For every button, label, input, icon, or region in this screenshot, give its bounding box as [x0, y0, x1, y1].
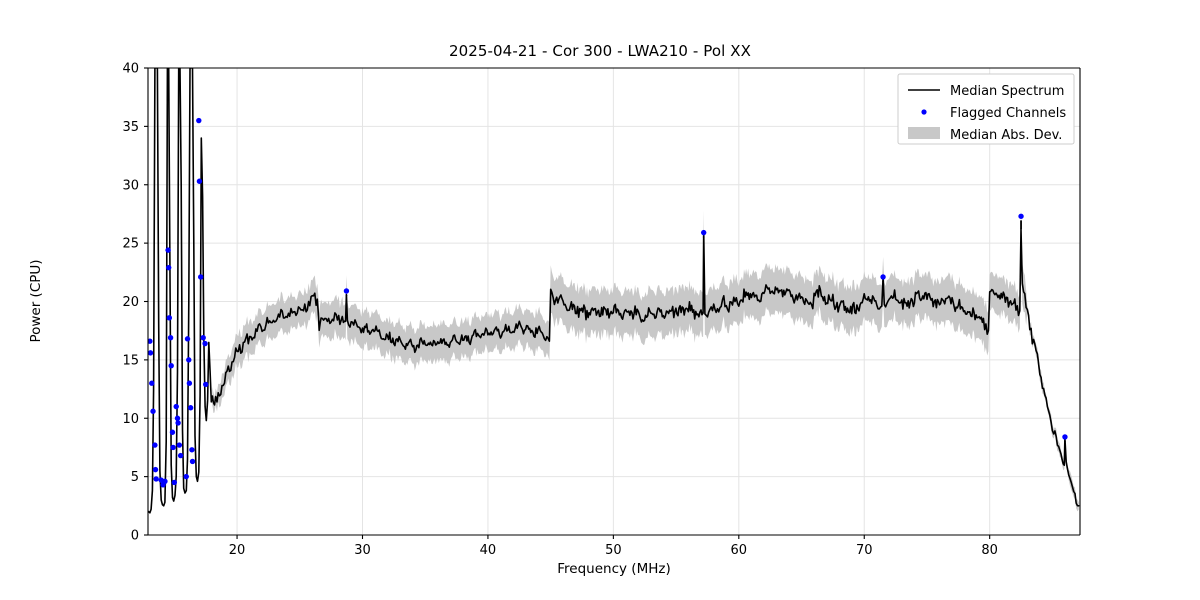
- median-abs-dev-band: [212, 208, 1079, 512]
- legend-swatch-flagged-channels: [921, 109, 927, 115]
- flagged-channel-point[interactable]: [165, 264, 172, 271]
- x-tick-label: 70: [856, 543, 873, 558]
- flagged-channel-point[interactable]: [165, 247, 171, 253]
- y-tick-label: 40: [122, 62, 139, 77]
- y-tick-label: 30: [122, 178, 139, 193]
- median-spectrum-line: [148, 68, 1080, 514]
- flagged-channel-point[interactable]: [203, 381, 209, 388]
- y-axis-title: Power (CPU): [28, 259, 44, 342]
- flagged-channel-point[interactable]: [183, 473, 189, 480]
- x-axis-title: Frequency (MHz): [557, 561, 670, 577]
- flagged-channel-point[interactable]: [168, 363, 174, 369]
- y-tick-label: 35: [122, 120, 139, 135]
- flagged-channel-point[interactable]: [700, 229, 707, 236]
- flagged-channel-point[interactable]: [187, 405, 194, 411]
- flagged-channel-markers[interactable]: [147, 117, 1068, 488]
- flagged-channel-point[interactable]: [176, 442, 183, 448]
- flagged-channel-point[interactable]: [149, 380, 155, 386]
- flagged-channel-point[interactable]: [186, 380, 193, 386]
- x-tick-label: 40: [480, 543, 497, 558]
- legend-label-flagged-channels: Flagged Channels: [950, 106, 1066, 121]
- y-tick-label: 5: [131, 470, 139, 485]
- flagged-channel-point[interactable]: [177, 452, 184, 459]
- y-tick-label: 0: [131, 529, 139, 544]
- legend-swatch-median-abs-dev: [908, 127, 940, 139]
- flagged-channel-point[interactable]: [170, 444, 176, 451]
- y-tick-label: 15: [122, 353, 139, 368]
- flagged-channel-point[interactable]: [173, 403, 179, 410]
- flagged-channel-point[interactable]: [166, 315, 173, 321]
- flagged-channel-point[interactable]: [152, 442, 158, 448]
- flagged-channel-point[interactable]: [189, 458, 196, 465]
- y-tick-label: 25: [122, 237, 139, 252]
- flagged-channel-point[interactable]: [171, 479, 178, 486]
- legend-label-median-spectrum: Median Spectrum: [950, 84, 1064, 99]
- flagged-channel-point[interactable]: [167, 334, 174, 341]
- y-tick-label: 10: [122, 412, 139, 427]
- legend-label-median-abs-dev: Median Abs. Dev.: [950, 128, 1062, 143]
- flagged-channel-point[interactable]: [148, 350, 154, 356]
- x-axis-ticks: 20 30 40 50 60 70 80: [229, 535, 998, 558]
- x-tick-label: 20: [229, 543, 246, 558]
- flagged-channel-point[interactable]: [880, 274, 886, 280]
- flagged-channel-point[interactable]: [169, 429, 176, 435]
- flagged-channel-point[interactable]: [1018, 213, 1024, 219]
- flagged-channel-point[interactable]: [184, 336, 191, 342]
- flagged-channel-point[interactable]: [1062, 434, 1068, 440]
- flagged-channel-point[interactable]: [200, 334, 206, 341]
- flagged-channel-point[interactable]: [153, 476, 159, 482]
- x-tick-label: 50: [605, 543, 622, 558]
- x-tick-label: 80: [981, 543, 998, 558]
- flagged-channel-point[interactable]: [175, 420, 181, 426]
- flagged-channel-point[interactable]: [196, 117, 202, 124]
- x-tick-label: 30: [354, 543, 371, 558]
- legend: Median Spectrum Flagged Channels Median …: [897, 73, 1075, 145]
- flagged-channel-point[interactable]: [343, 288, 350, 294]
- flagged-channel-point[interactable]: [189, 447, 195, 453]
- x-tick-label: 60: [731, 543, 748, 558]
- y-tick-label: 20: [122, 295, 139, 310]
- flagged-channel-point[interactable]: [202, 340, 208, 347]
- flagged-channel-point[interactable]: [147, 338, 153, 344]
- flagged-channel-point[interactable]: [197, 274, 204, 280]
- flagged-channel-point[interactable]: [186, 357, 192, 363]
- page-title: 2025-04-21 - Cor 300 - LWA210 - Pol XX: [448, 42, 752, 60]
- flagged-channel-point[interactable]: [152, 466, 159, 473]
- flagged-channel-point[interactable]: [196, 178, 203, 184]
- flagged-channel-point[interactable]: [162, 478, 168, 484]
- flagged-channel-point[interactable]: [150, 408, 156, 414]
- legend-background: [897, 73, 1075, 145]
- flagged-channel-point[interactable]: [174, 415, 181, 421]
- y-axis-ticks: 0 5 10 15 20 25 30 35 40: [122, 62, 148, 544]
